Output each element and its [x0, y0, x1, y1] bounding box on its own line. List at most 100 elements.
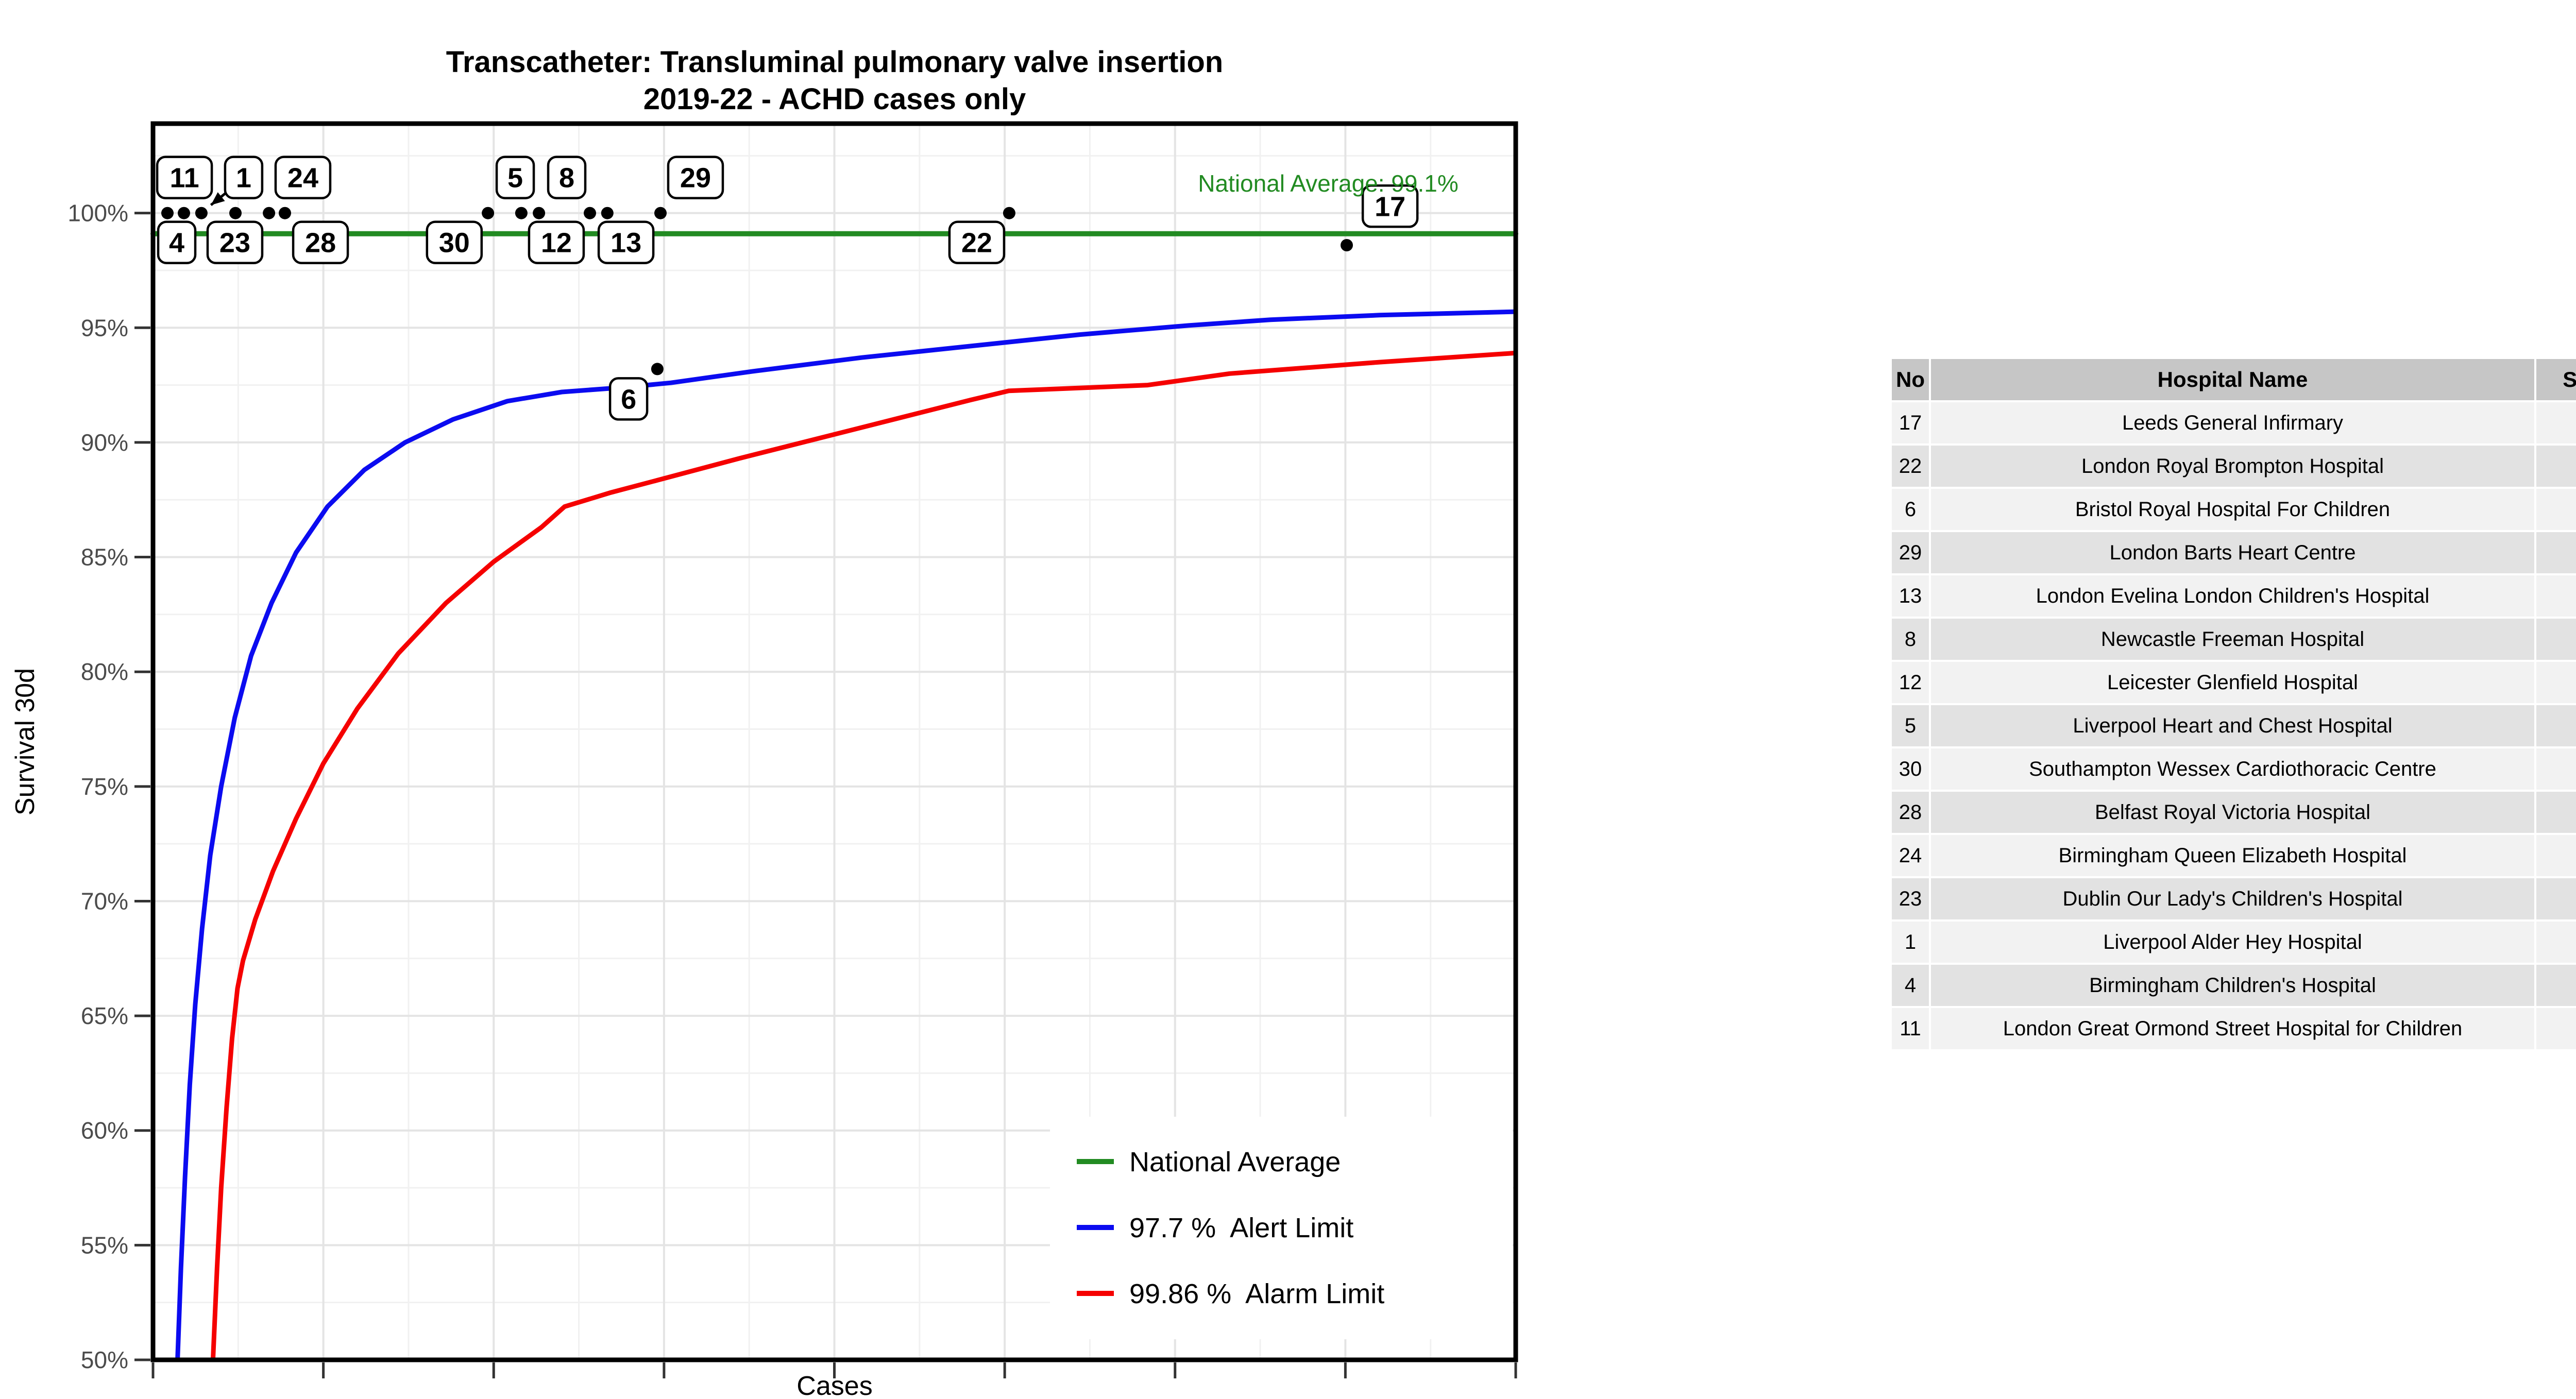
- hospital-callout: 12: [528, 220, 585, 264]
- data-point: [654, 207, 667, 219]
- data-point: [1003, 207, 1015, 219]
- header-hospital-name: Hospital Name: [1931, 359, 2534, 400]
- y-axis-title: Survival 30d: [10, 668, 40, 815]
- hospital-callout: 28: [292, 220, 349, 264]
- no-cell: 17: [1892, 402, 1929, 443]
- survival-cell: 100%: [2536, 965, 2576, 1006]
- data-point: [178, 207, 190, 219]
- hospital-name-cell: Southampton Wessex Cardiothoracic Centre: [1931, 748, 2534, 790]
- y-tick-label: 75%: [81, 773, 128, 800]
- y-tick-label: 50%: [81, 1346, 128, 1373]
- hospital-name-cell: London Royal Brompton Hospital: [1931, 446, 2534, 487]
- survival-cell: 100%: [2536, 446, 2576, 487]
- no-cell: 13: [1892, 575, 1929, 617]
- callout-number: 23: [219, 228, 250, 259]
- no-cell: 1: [1892, 922, 1929, 963]
- hospital-callout: 11: [156, 156, 213, 199]
- callout-box: [157, 220, 197, 264]
- callout-number: 30: [439, 228, 470, 259]
- hospital-callout: 8: [547, 156, 587, 199]
- survival-cell: 100%: [2536, 532, 2576, 573]
- callout-box: [1361, 184, 1419, 228]
- table-row: 30 Southampton Wessex Cardiothoracic Cent…: [1892, 748, 2576, 790]
- callout-box: [528, 220, 585, 264]
- hospital-name-cell: Liverpool Alder Hey Hospital: [1931, 922, 2534, 963]
- survival-cell: 100%: [2536, 705, 2576, 746]
- table-row: 13 London Evelina London Children's Hospi…: [1892, 575, 2576, 617]
- callout-number: 8: [559, 163, 574, 194]
- y-tick-label: 85%: [81, 544, 128, 571]
- hospital-callout: 24: [274, 156, 332, 199]
- series-curves: [150, 231, 1518, 1362]
- callout-number: 24: [287, 163, 318, 194]
- hospital-name-cell: London Evelina London Children's Hospita…: [1931, 575, 2534, 617]
- data-point: [229, 207, 242, 219]
- data-point: [263, 207, 276, 219]
- survival-cell: 100%: [2536, 575, 2576, 617]
- callout-number: 4: [169, 228, 184, 259]
- header-survival-30d: Survival 30d: [2536, 359, 2576, 400]
- callout-box: [274, 156, 332, 199]
- data-point: [601, 207, 614, 219]
- hospital-callout: 6: [608, 377, 649, 421]
- data-point: [584, 207, 596, 219]
- survival-cell: 100%: [2536, 1008, 2576, 1049]
- no-cell: 29: [1892, 532, 1929, 573]
- header-no: No: [1892, 359, 1929, 400]
- data-point: [651, 363, 664, 376]
- hospital-callout: 23: [206, 220, 264, 264]
- hospital-name-cell: Leeds General Infirmary: [1931, 402, 2534, 443]
- data-point: [195, 207, 208, 219]
- data-point: [515, 207, 528, 219]
- callout-box: [292, 220, 349, 264]
- hospital-name-cell: London Barts Heart Centre: [1931, 532, 2534, 573]
- callout-box: [426, 220, 483, 264]
- legend-label: National Average: [1129, 1147, 1341, 1178]
- callout-box: [224, 156, 264, 199]
- no-cell: 8: [1892, 619, 1929, 660]
- callout-box: [948, 220, 1006, 264]
- callout-number: 1: [236, 163, 251, 194]
- no-cell: 24: [1892, 835, 1929, 876]
- callout-box: [495, 156, 535, 199]
- no-cell: 6: [1892, 489, 1929, 530]
- callout-number: 13: [611, 228, 641, 259]
- callout-box: [667, 156, 724, 199]
- table-header-row: No Hospital Name Survival 30d: [1892, 359, 2576, 400]
- no-cell: 5: [1892, 705, 1929, 746]
- hospital-callout: 5: [495, 156, 535, 199]
- data-point: [533, 207, 546, 219]
- survival-cell: 100%: [2536, 619, 2576, 660]
- hospital-name-cell: Newcastle Freeman Hospital: [1931, 619, 2534, 660]
- legend-background: [1050, 1117, 1513, 1339]
- alert-limit-curve: [175, 309, 1518, 1362]
- data-point: [1341, 239, 1353, 251]
- callout-box: [608, 377, 649, 421]
- data-point: [161, 207, 174, 219]
- legend-label: 97.7 % Alert Limit: [1129, 1213, 1353, 1243]
- no-cell: 23: [1892, 878, 1929, 919]
- hospital-callout: 1: [224, 156, 264, 199]
- y-tick-label: 65%: [81, 1002, 128, 1029]
- survival-cell: 100%: [2536, 662, 2576, 703]
- y-tick-label: 90%: [81, 429, 128, 456]
- chart-subtitle: 2019-22 - ACHD cases only: [643, 82, 1026, 116]
- y-tick-label: 100%: [67, 200, 128, 227]
- callout-number: 5: [507, 163, 523, 194]
- alarm-limit-curve: [210, 350, 1518, 1362]
- plot-border: [150, 121, 1518, 1362]
- callout-number: 12: [541, 228, 572, 259]
- hospital-name-cell: London Great Ormond Street Hospital for …: [1931, 1008, 2534, 1049]
